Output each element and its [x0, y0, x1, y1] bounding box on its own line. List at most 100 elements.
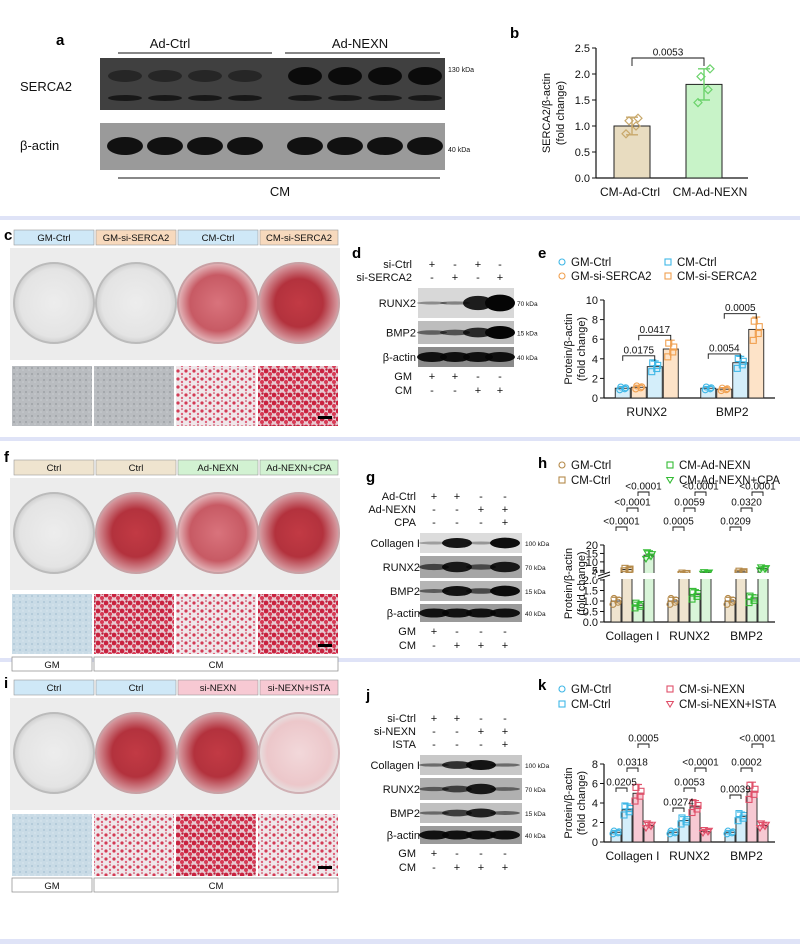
header-si-nexn-ista: si-NEXN+ISTA: [268, 683, 331, 694]
data-point: [678, 814, 686, 822]
significance-bracket: [707, 353, 741, 359]
sign: +: [502, 726, 508, 738]
band: [485, 294, 515, 312]
header-si-nexn: si-NEXN: [200, 683, 237, 694]
x-category-label: CM-Ad-Ctrl: [600, 185, 660, 199]
p-value: 0.0005: [628, 734, 659, 745]
y-axis-label: (fold change): [576, 551, 588, 615]
y-axis-label: (fold change): [555, 81, 567, 145]
data-point: [707, 384, 715, 392]
sign: -: [432, 640, 436, 652]
x-category-label: RUNX2: [626, 405, 667, 419]
sign: -: [498, 259, 502, 271]
sign: -: [503, 491, 507, 503]
footer-box: [11, 877, 93, 893]
band: [466, 608, 496, 618]
band: [328, 67, 362, 85]
sign: -: [476, 272, 480, 284]
treatment-label: CPA: [394, 517, 416, 529]
dish-image: [13, 712, 95, 794]
dish-image: [177, 262, 259, 344]
data-point: [558, 272, 566, 280]
data-point: [705, 63, 715, 74]
data-point: [638, 383, 646, 391]
data-point: [614, 598, 622, 606]
x-category-label: BMP2: [716, 405, 749, 419]
dish-image: [95, 712, 177, 794]
panel-b: b 0.0 0.5 1.0 1.5 2.0 2.5 SERCA2/β-actin (fold …: [510, 25, 748, 199]
band: [442, 608, 472, 618]
p-value: 0.0005: [663, 517, 694, 528]
p-value: 0.0205: [606, 778, 637, 789]
sign: -: [479, 848, 483, 860]
panel-k: k 0 2 4 6 8 Protein/β-actin (fold change) Colla…: [538, 677, 777, 863]
dish-image: [95, 492, 177, 574]
band: [368, 95, 402, 101]
chart-b: 0.0 0.5 1.0 1.5 2.0 2.5 SERCA2/β-actin (fold ch…: [541, 43, 748, 199]
sign: +: [431, 848, 437, 860]
blot-row-label: β-actin: [387, 830, 420, 842]
band: [490, 830, 520, 840]
condition-label: CM: [395, 385, 412, 397]
panel-c: c GM-Ctrl GM-si-SERCA2 CM-Ctrl CM-si-SER…: [4, 227, 340, 426]
band: [440, 301, 470, 305]
sign: +: [454, 640, 460, 652]
cm-label: CM: [270, 184, 290, 199]
data-point: [754, 329, 762, 338]
p-value: <0.0001: [682, 482, 719, 493]
y-tick-label: 4: [592, 798, 598, 810]
panel-label-j: j: [365, 687, 370, 704]
y-tick-label: 8: [592, 315, 598, 327]
data-point: [749, 336, 757, 344]
band: [490, 608, 520, 618]
data-point: [724, 827, 732, 835]
data-point: [636, 602, 644, 610]
legend-entry: GM-Ctrl: [571, 257, 611, 269]
marker-label: 15 kDa: [517, 331, 538, 338]
data-point: [642, 549, 652, 557]
panel-e: e 0 2 4 6 8 10 Protein/β-actin (fold change) RUN…: [538, 245, 775, 419]
band: [463, 295, 493, 311]
band: [442, 585, 472, 597]
p-value: <0.0001: [603, 517, 640, 528]
marker-label: 100 kDa: [525, 541, 550, 548]
footer-i: GM CM: [11, 877, 339, 893]
blot-row-label: BMP2: [386, 328, 416, 340]
data-point: [631, 121, 641, 131]
sign: -: [432, 739, 436, 751]
marker-label: 40 kDa: [525, 833, 546, 840]
y-tick-label: 1.5: [583, 586, 598, 598]
p-value: 0.0417: [639, 325, 670, 336]
data-point: [689, 587, 697, 595]
band: [417, 301, 447, 305]
y-tick-label: 2.0: [583, 575, 598, 587]
band: [442, 761, 472, 769]
data-point: [621, 385, 629, 393]
data-point: [746, 592, 754, 600]
y-tick-label: 1.5: [575, 95, 590, 107]
treatment-label: si-Ctrl: [387, 713, 416, 725]
data-point: [664, 272, 672, 280]
treatment-label: si-Ctrl: [383, 259, 412, 271]
band: [490, 811, 520, 815]
sign: -: [432, 726, 436, 738]
data-point: [617, 383, 625, 391]
data-point: [750, 790, 758, 798]
y-tick-label: 6: [592, 334, 598, 346]
x-category-label: RUNX2: [669, 629, 710, 643]
sign: +: [502, 739, 508, 751]
band: [490, 585, 520, 597]
marker-label: 40 kDa: [525, 611, 546, 618]
significance-bracket: [751, 743, 764, 748]
sign: +: [475, 259, 481, 271]
p-value: 0.0059: [674, 498, 705, 509]
band: [466, 564, 496, 570]
y-tick-label: 15: [586, 548, 598, 560]
footer-gm: GM: [44, 660, 59, 671]
panel-label-f: f: [4, 449, 10, 466]
band: [440, 329, 470, 336]
scale-bar: [318, 866, 332, 869]
band: [466, 783, 496, 795]
